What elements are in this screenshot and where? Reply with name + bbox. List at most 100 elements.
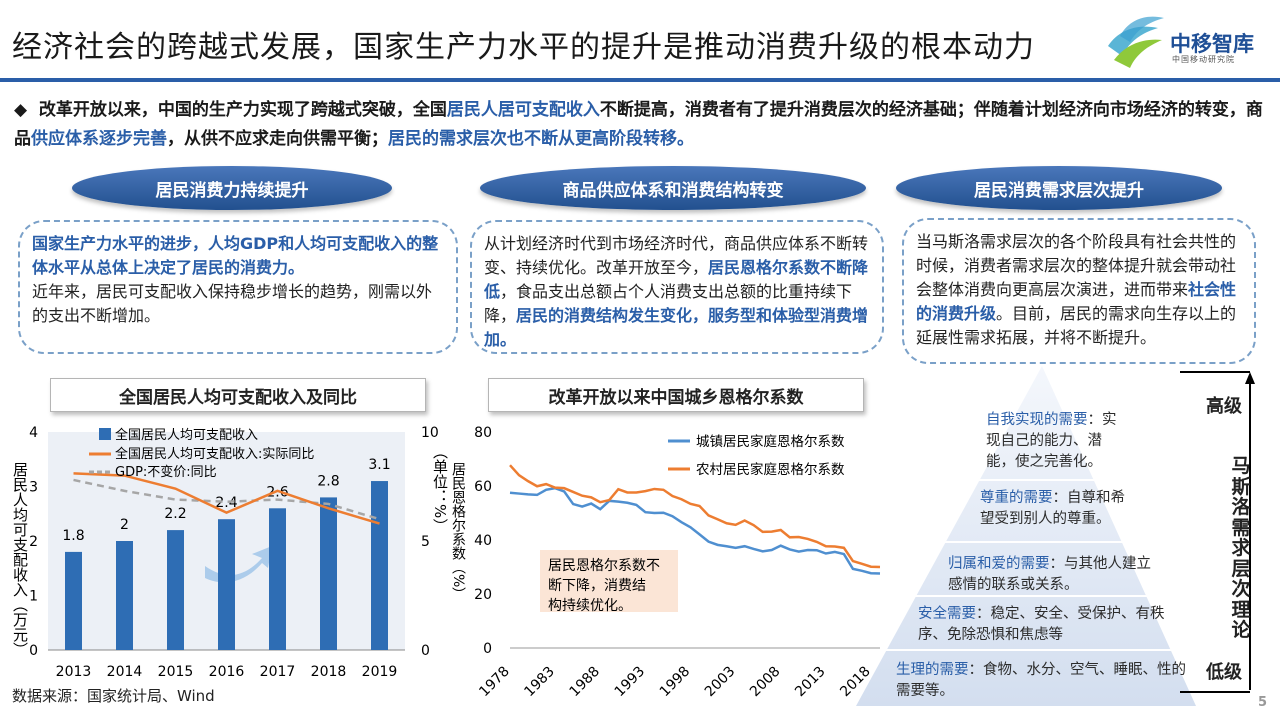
chart1-y-tick: 3	[29, 480, 38, 496]
income-chart: 0 1 2 3 4 0 5 10 1.8 2 2.2 2.4 2.6 2.8 3.1 2013 2014 2015…	[11, 425, 449, 680]
pyramid-tier-self-actualization: 自我实现的需要：实现自己的能力、潜能，使之完善化。	[986, 412, 1117, 470]
intro-paragraph: ◆ 改革开放以来，中国的生产力实现了跨越式突破，全国居民人居可支配收入不断提高，…	[14, 96, 1270, 154]
chart2-y-tick: 40	[474, 533, 492, 549]
chart2-legend-label: 农村居民家庭恩格尔系数	[696, 461, 845, 478]
box3-bold: 社会性的消费升级	[916, 280, 1237, 323]
chart2-y-tick: 0	[483, 641, 492, 657]
pill-consumption-power: 居民消费力持续提升	[72, 166, 392, 210]
text-box-demand-level: 当马斯洛需求层次的各个阶段具有社会共性的时候，消费者需求层次的整体提升就会带动社…	[902, 218, 1256, 364]
chart2-y-label: 居民恩格尔系数（%）	[450, 462, 466, 601]
pyramid-tier-esteem: 尊重的需要：自尊和希望受到别人的尊重。	[980, 490, 1125, 527]
bullet-icon: ◆	[14, 100, 28, 120]
intro-text-3: ，从供不应求走向供需平衡；	[167, 129, 388, 149]
chart1-bar	[269, 508, 286, 650]
chart1-bar	[320, 497, 337, 650]
pyramid-tier-safety: 安全需要：稳定、安全、受保护、有秩序、免除恐惧和焦虑等	[918, 606, 1165, 643]
chart2-title: 改革开放以来中国城乡恩格尔系数	[488, 378, 864, 412]
pill-demand-level: 居民消费需求层次提升	[896, 166, 1222, 210]
level-low-label: 低级	[1206, 662, 1242, 683]
chart2-x-tick: 1998	[657, 664, 694, 698]
box3-text-1: 当马斯洛需求层次的各个阶段具有社会共性的时候，消费者需求层次的整体提升就会带动社…	[916, 232, 1237, 299]
chart1-series-gdp	[73, 478, 380, 521]
engel-chart: 0 20 40 60 80 1978 1983 1988 1993 1998 2003 2008 201…	[450, 425, 881, 698]
chart2-x-tick: 2013	[792, 664, 829, 698]
maslow-theory-label: 马斯洛需求层次理论	[1231, 455, 1251, 641]
chart1-bar-label: 2.6	[266, 484, 288, 500]
level-high-label: 高级	[1206, 396, 1242, 417]
chart2-series-rural	[509, 464, 881, 569]
chart1-legend-swatch-bar	[99, 428, 111, 440]
chart1-bar	[167, 530, 184, 650]
chart1-y-label: 居民人均可支配收入（万元）	[11, 462, 29, 657]
logo	[1100, 8, 1280, 74]
text-box-supply-structure: 从计划经济时代到市场经济时代，商品供应体系不断转变、持续优化。改革开放至今，居民…	[470, 220, 884, 354]
box1-bold: 国家生产力水平的进步，人均GDP和人均可支配收入的整体水平从总体上决定了居民的消…	[32, 234, 439, 277]
chart1-y-tick: 0	[29, 643, 38, 659]
chart1-y-tick: 1	[29, 589, 38, 605]
logo-subtitle: 中国移动研究院	[1172, 55, 1235, 64]
chart1-legend-label: 全国居民人均可支配收入	[115, 427, 258, 443]
chart1-y2-label: （单位：%）	[431, 444, 449, 533]
chart2-x-tick: 1993	[612, 664, 649, 698]
arrow-up-icon	[1245, 372, 1255, 384]
chart2-annotation-text: 居民恩格尔系数不	[548, 558, 660, 574]
chart1-bar-label: 2.8	[317, 473, 339, 489]
chart1-y2-tick: 0	[421, 643, 430, 659]
data-source: 数据来源：国家统计局、Wind	[12, 687, 215, 705]
pyramid-shape	[856, 366, 1196, 706]
chart2-x-tick: 2003	[702, 664, 739, 698]
chart2-legend-label: 城镇居民家庭恩格尔系数	[696, 433, 845, 450]
page-number: 5	[1258, 695, 1268, 710]
box2-bold-1: 居民恩格尔系数不断降低	[484, 258, 869, 301]
text-box-consumption-power: 国家生产力水平的进步，人均GDP和人均可支配收入的整体水平从总体上决定了居民的消…	[18, 220, 458, 354]
pyramid-tier-physiological: 生理的需要：食物、水分、空气、睡眠、性的需要等。	[896, 662, 1186, 699]
chart1-x-tick: 2018	[311, 664, 347, 680]
logo-name: 中移智库	[1170, 32, 1254, 56]
maslow-pyramid	[856, 366, 1196, 706]
page-title: 经济社会的跨越式发展，国家生产力水平的提升是推动消费升级的根本动力	[12, 30, 1035, 65]
chart1-x-tick: 2017	[260, 664, 296, 680]
chart1-bar	[65, 551, 82, 650]
pill-supply-structure: 商品供应体系和消费结构转变	[480, 166, 866, 210]
title-divider	[0, 78, 1280, 82]
chart1-bar-label: 2	[120, 517, 129, 533]
box1-text: 近年来，居民可支配收入保持稳步增长的趋势，刚需以外的支出不断增加。	[32, 282, 433, 325]
intro-highlight-3: 居民的需求层次也不断从更高阶段转移。	[388, 129, 694, 149]
chart2-y-tick: 60	[474, 479, 492, 495]
box2-text-1: 从计划经济时代到市场经济时代，商品供应体系不断转变、持续优化。改革开放至今，	[484, 234, 869, 277]
chart1-y-tick: 4	[29, 425, 38, 441]
chart2-y-tick: 80	[474, 425, 492, 441]
chart1-x-tick: 2013	[56, 664, 92, 680]
chart1-y2-tick: 5	[421, 534, 430, 550]
chart1-title: 全国居民人均可支配收入及同比	[50, 378, 426, 412]
chart1-x-tick: 2019	[362, 664, 398, 680]
chart2-x-tick: 1988	[567, 664, 604, 698]
chart1-x-tick: 2015	[158, 664, 194, 680]
chart1-legend-label: GDP:不变价:同比	[115, 464, 217, 480]
chart2-y-tick: 20	[474, 587, 492, 603]
box3-text-2: 。目前，居民的需求向生存以上的延展性需求拓展，并将不断提升。	[916, 304, 1237, 347]
chart1-series-income-growth	[73, 472, 380, 525]
box2-bold-2: 居民的消费结构发生变化，服务型和体验型消费增加。	[484, 306, 869, 349]
chart1-bar	[116, 541, 133, 650]
chart1-legend-label: 全国居民人均可支配收入:实际同比	[115, 446, 314, 462]
intro-highlight-2: 供应体系逐步完善	[31, 129, 167, 149]
chart1-x-tick: 2016	[209, 664, 245, 680]
chart2-x-tick: 2008	[747, 664, 784, 698]
chart1-x-tick: 2014	[107, 664, 143, 680]
chart1-bar-label: 1.8	[62, 528, 84, 544]
pyramid-tier-belonging: 归属和爱的需要：与其他人建立感情的联系或关系。	[948, 556, 1151, 593]
intro-text-1: 改革开放以来，中国的生产力实现了跨越式突破，全国	[38, 100, 447, 120]
chart2-x-tick: 1978	[476, 664, 513, 698]
chart2-annotation-text: 断下降，消费结	[548, 578, 646, 594]
chart2-annotation-box	[540, 550, 678, 612]
chart1-bar	[371, 481, 388, 650]
logo-mark-icon	[1108, 16, 1164, 68]
trend-arrow-icon	[205, 546, 272, 583]
chart1-bar	[218, 519, 235, 650]
chart1-y2-tick: 10	[421, 425, 439, 441]
level-scale	[1180, 371, 1255, 693]
box2-text-2: ，食品支出总额占个人消费支出总额的比重持续下降，	[484, 282, 853, 325]
chart1-bar-label: 3.1	[368, 457, 390, 473]
chart1-y-tick: 2	[29, 534, 38, 550]
